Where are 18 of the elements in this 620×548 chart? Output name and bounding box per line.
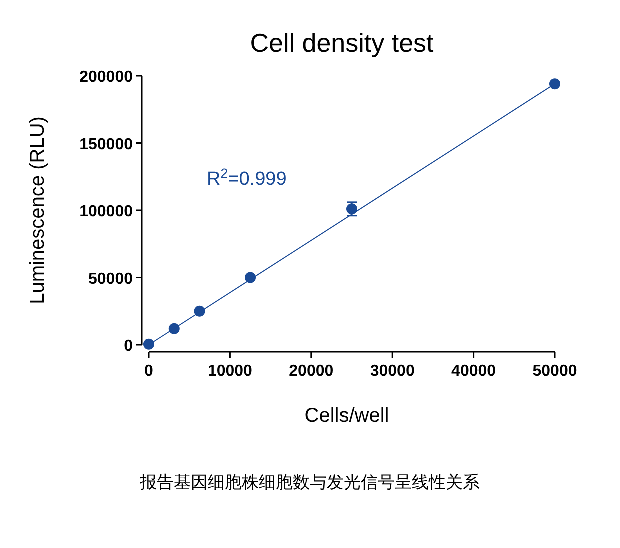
point (550, 78, 560, 90)
x-axis-title: Cells/well (304, 405, 390, 427)
x-tick-label: 20000 (289, 363, 334, 380)
y-axis-title: Luminescence (RLU) (27, 116, 49, 304)
annotation: R$^{2}$=0.999 (207, 166, 287, 190)
chart-title: Cell density test (250, 28, 435, 58)
text: 报告基因细胞株细胞数与发光信号呈线性关系 (139, 473, 480, 492)
y-tick-label: 0 (124, 338, 134, 355)
x-tick-label: 50000 (532, 363, 578, 380)
x-tick-label: 30000 (370, 363, 415, 380)
x-tick-label: 0 (144, 363, 154, 380)
y-tick-label: 200000 (80, 69, 134, 86)
y-tick-label: 100000 (80, 204, 134, 220)
y-tick-label: 150000 (80, 136, 134, 154)
x-tick-label: 10000 (208, 363, 253, 380)
point (144, 338, 154, 350)
x-tick-label: 40000 (452, 363, 496, 380)
y-tick-label: 50000 (88, 270, 134, 288)
